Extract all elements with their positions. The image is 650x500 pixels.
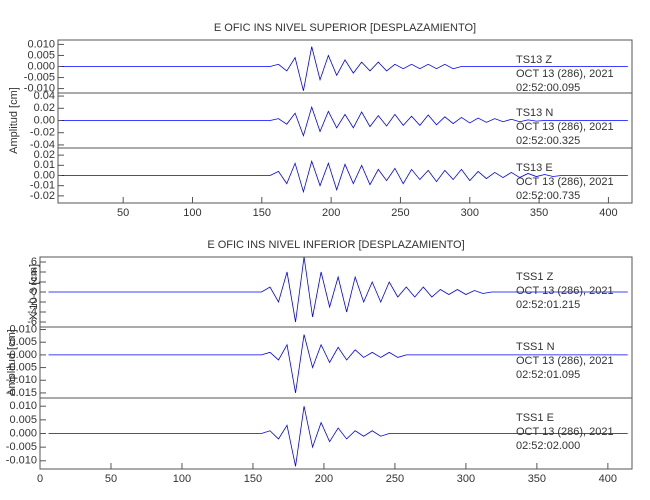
y-tick-label: 0.010 [27,38,55,50]
annotation: 02:52:00.095 [516,82,580,94]
y-tick-label: 0.02 [34,149,55,161]
y-tick-label: 0.00 [34,114,55,126]
y-tick-label: 0 [31,286,37,298]
x-tick-label: 150 [244,473,262,485]
y-tick-label: -4 [27,306,37,318]
y-tick-label: 0.00 [34,169,55,181]
trace-name: TSS1 N [516,341,555,353]
y-tick-label: 0.000 [27,60,55,72]
chart-title: E OFIC INS NIVEL SUPERIOR [DESPLAZAMIENT… [214,22,476,34]
y-tick-label: 6 [31,256,37,268]
y-tick-label: -2 [27,296,37,308]
y-tick-label: -6 [27,316,37,328]
y-tick-label: -0.010 [6,374,37,386]
annotation: 02:52:00.735 [516,190,580,202]
y-tick-label: 2 [31,276,37,288]
x-tick-label: 50 [105,473,117,485]
y-tick-label: 0.000 [9,427,37,439]
annotation: 02:52:01.215 [516,299,580,311]
y-tick-label: 0.005 [9,414,37,426]
y-tick-label: 0.005 [9,336,37,348]
x-tick-label: 100 [173,473,191,485]
x-tick-label: 250 [391,207,409,219]
y-tick-label: 0.010 [9,323,37,335]
x-tick-label: 400 [599,473,617,485]
x-tick-label: 0 [37,473,43,485]
x-tick-label: 100 [183,207,201,219]
y-tick-label: -0.010 [6,455,37,467]
trace-name: TS13 E [516,162,553,174]
annotation: OCT 13 (286), 2021 [516,68,614,80]
annotation: OCT 13 (286), 2021 [516,121,614,133]
y-tick-label: -0.015 [6,387,37,399]
trace [62,159,628,194]
annotation: 02:52:00.325 [516,135,580,147]
y-tick-label: -0.005 [24,71,55,83]
trace-name: TSS1 Z [516,271,554,283]
y-tick-label: -0.005 [6,441,37,453]
y-axis-label: Amplitud [cm] [8,87,20,154]
x-tick-label: 350 [530,207,548,219]
x-tick-label: 50 [117,207,129,219]
y-tick-label: -0.02 [30,127,55,139]
x-tick-label: 200 [322,207,340,219]
x-tick-label: 300 [461,207,479,219]
x-tick-label: 300 [457,473,475,485]
x-tick-label: 350 [528,473,546,485]
trace [62,105,628,138]
trace [48,334,628,393]
trace [48,406,628,467]
y-tick-label: 4 [31,266,37,278]
annotation: 02:52:01.095 [516,369,580,381]
annotation: 02:52:02.000 [516,440,580,452]
trace [48,256,628,323]
y-tick-label: -0.010 [24,82,55,94]
y-tick-label: 0.005 [27,49,55,61]
annotation: OCT 13 (286), 2021 [516,355,614,367]
x-tick-label: 200 [315,473,333,485]
x-tick-label: 250 [386,473,404,485]
y-tick-label: -0.02 [30,190,55,202]
y-tick-label: 0.02 [34,102,55,114]
y-tick-label: 0.000 [9,349,37,361]
trace [62,46,628,91]
chart-title: E OFIC INS NIVEL INFERIOR [DESPLAZAMIENT… [207,239,464,251]
trace-name: TS13 N [516,107,553,119]
y-axis-label: Amplitud [cm] [6,329,18,396]
annotation: OCT 13 (286), 2021 [516,176,614,188]
annotation: OCT 13 (286), 2021 [516,426,614,438]
y-tick-label: -0.04 [30,139,55,151]
y-tick-label: 0.04 [34,90,55,102]
x-tick-label: 150 [253,207,271,219]
y-axis-label: X 10-3 [cm] [28,264,40,320]
annotation: OCT 13 (286), 2021 [516,285,614,297]
y-tick-label: -0.01 [30,180,55,192]
y-tick-label: 0.010 [9,400,37,412]
y-tick-label: 0.01 [34,159,55,171]
y-tick-label: -0.005 [6,361,37,373]
trace-name: TSS1 E [516,412,554,424]
trace-name: TS13 Z [516,54,552,66]
x-tick-label: 400 [599,207,617,219]
